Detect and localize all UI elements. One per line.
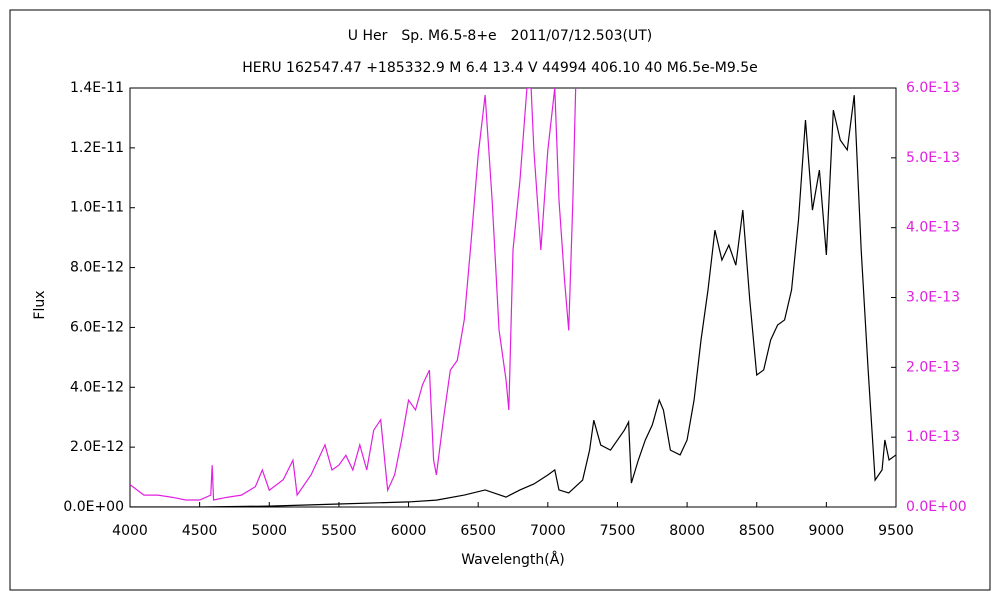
x-tick-label: 6500 — [460, 523, 496, 539]
x-tick-label: 5000 — [251, 523, 287, 539]
y2-tick-label: 5.0E-13 — [906, 150, 960, 166]
x-tick-label: 5500 — [321, 523, 357, 539]
y2-tick-label: 1.0E-13 — [906, 429, 960, 445]
y-tick-label: 0.0E+00 — [63, 499, 124, 515]
x-tick-label: 6000 — [391, 523, 427, 539]
x-tick-label: 7500 — [600, 523, 636, 539]
chart-subtitle: HERU 162547.47 +185332.9 M 6.4 13.4 V 44… — [242, 60, 757, 76]
x-tick-label: 7000 — [530, 523, 566, 539]
y2-tick-label: 3.0E-13 — [906, 290, 960, 306]
x-tick-label: 8500 — [739, 523, 775, 539]
y-tick-label: 1.2E-11 — [70, 140, 124, 156]
x-tick-label: 4000 — [112, 523, 148, 539]
y-tick-label: 1.4E-11 — [70, 80, 124, 96]
y2-tick-label: 6.0E-13 — [906, 80, 960, 96]
y-axis-label: Flux — [32, 290, 48, 319]
y2-tick-label: 0.0E+00 — [906, 499, 967, 515]
spectrum-line — [130, 88, 577, 501]
y-tick-label: 6.0E-12 — [70, 319, 124, 335]
x-tick-label: 8000 — [669, 523, 705, 539]
x-tick-label: 4500 — [182, 523, 218, 539]
y-tick-label: 1.0E-11 — [70, 200, 124, 216]
y-tick-label: 8.0E-12 — [70, 260, 124, 276]
frame — [9, 9, 991, 591]
x-axis-label: Wavelength(Å) — [461, 551, 565, 568]
spectrum-line — [130, 95, 896, 507]
y-tick-label: 4.0E-12 — [70, 379, 124, 395]
x-tick-label: 9000 — [809, 523, 845, 539]
y2-tick-label: 4.0E-13 — [906, 220, 960, 236]
chart-title: U Her Sp. M6.5-8+e 2011/07/12.503(UT) — [348, 28, 653, 44]
x-tick-label: 9500 — [878, 523, 914, 539]
y-tick-label: 2.0E-12 — [70, 439, 124, 455]
y2-tick-label: 2.0E-13 — [906, 359, 960, 375]
